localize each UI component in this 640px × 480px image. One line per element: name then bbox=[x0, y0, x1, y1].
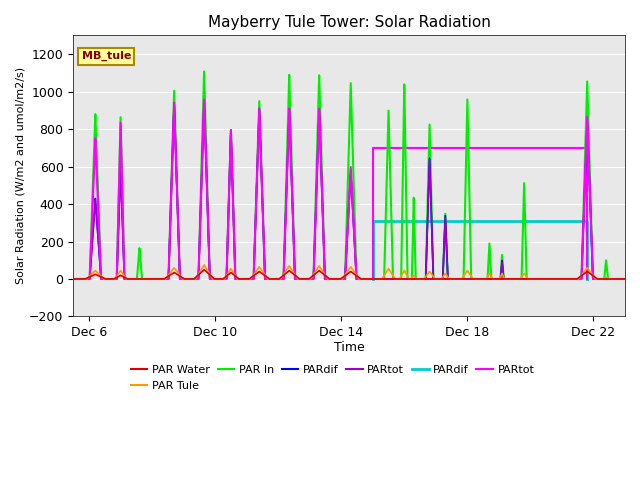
Title: Mayberry Tule Tower: Solar Radiation: Mayberry Tule Tower: Solar Radiation bbox=[208, 15, 491, 30]
Legend: PAR Water, PAR Tule, PAR In, PARdif, PARtot, PARdif, PARtot: PAR Water, PAR Tule, PAR In, PARdif, PAR… bbox=[126, 361, 539, 395]
X-axis label: Time: Time bbox=[333, 341, 365, 354]
Text: MB_tule: MB_tule bbox=[81, 51, 131, 61]
Y-axis label: Solar Radiation (W/m2 and umol/m2/s): Solar Radiation (W/m2 and umol/m2/s) bbox=[15, 67, 25, 285]
